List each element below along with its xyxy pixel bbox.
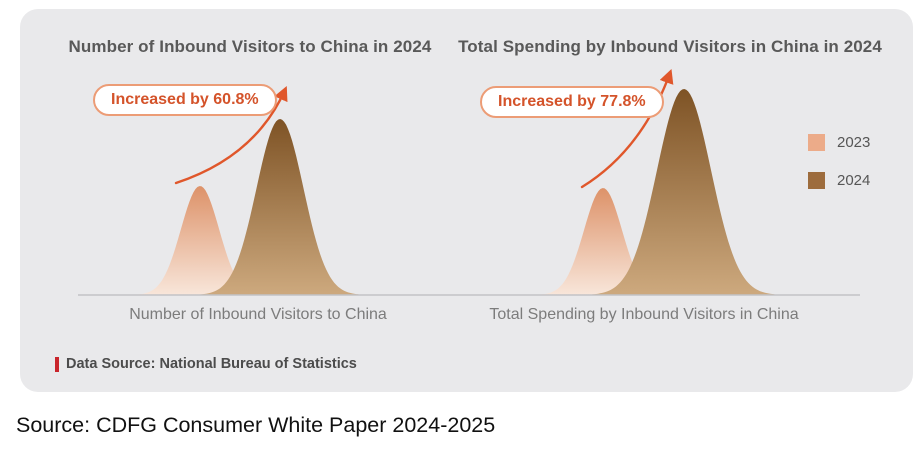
- chart-card: Number of Inbound Visitors to China in 2…: [20, 9, 913, 392]
- legend-swatch-2024-icon: [808, 172, 825, 189]
- legend-item-2023: 2023: [808, 134, 870, 151]
- legend-swatch-2023-icon: [808, 134, 825, 151]
- peaks-chart: [78, 68, 860, 296]
- legend-label-2024: 2024: [837, 172, 871, 189]
- data-source-note: Data Source: National Bureau of Statisti…: [55, 356, 357, 372]
- legend-label-2023: 2023: [837, 134, 871, 151]
- left-panel-title: Number of Inbound Visitors to China in 2…: [68, 37, 432, 56]
- left-increase-badge: Increased by 60.8%: [93, 84, 277, 116]
- red-bar-icon: [55, 356, 59, 372]
- left-axis-label: Number of Inbound Visitors to China: [129, 306, 387, 323]
- right-axis-label: Total Spending by Inbound Visitors in Ch…: [489, 306, 799, 323]
- legend: 2023 2024: [808, 134, 870, 189]
- right-increase-badge: Increased by 77.8%: [480, 86, 664, 118]
- source-caption: Source: CDFG Consumer White Paper 2024-2…: [16, 413, 496, 437]
- right-panel-title: Total Spending by Inbound Visitors in Ch…: [458, 37, 882, 56]
- legend-item-2024: 2024: [808, 172, 870, 189]
- data-source-text: Data Source: National Bureau of Statisti…: [66, 356, 357, 372]
